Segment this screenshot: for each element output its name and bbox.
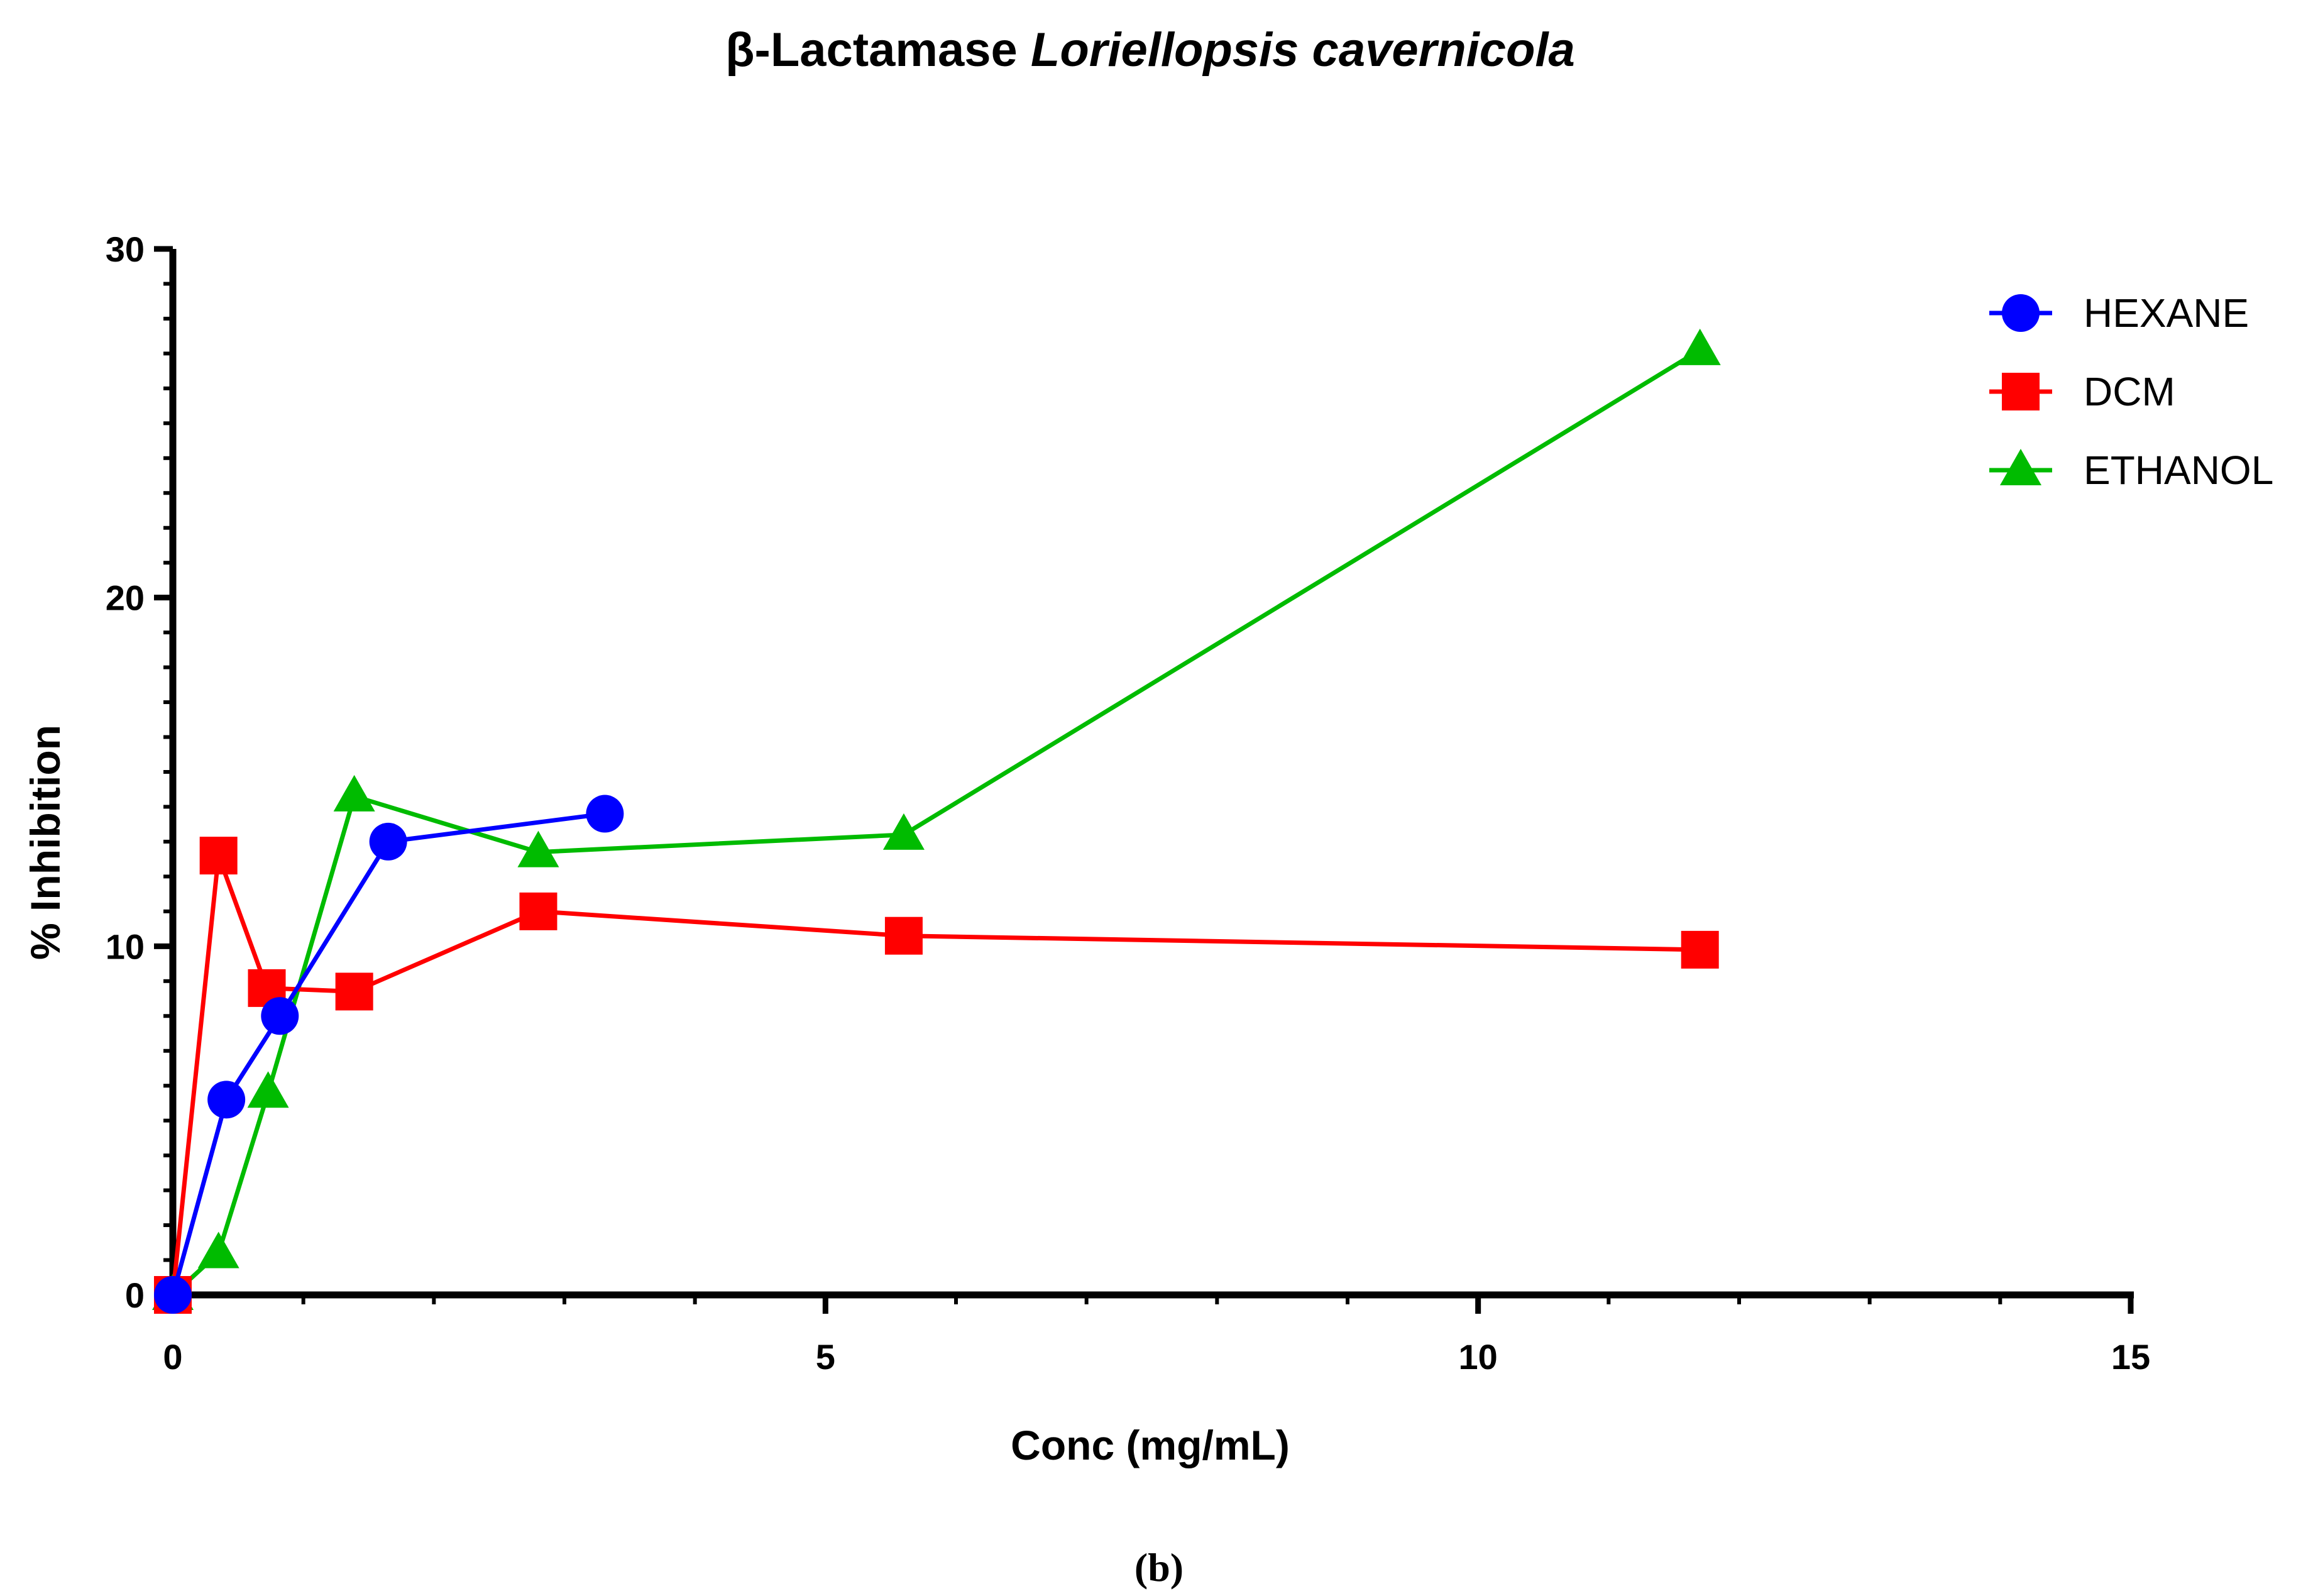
axes (169, 249, 2134, 1299)
hexane-point (261, 997, 299, 1035)
dcm-point (199, 837, 238, 875)
ethanol-line (171, 348, 1701, 1297)
chart-title-italic: Loriellopsis cavernicola (1031, 23, 1575, 77)
series-layer (152, 328, 1721, 1314)
hexane-line (170, 812, 605, 1296)
ethanol-point (197, 1231, 239, 1269)
legend-square-marker (2002, 373, 2040, 410)
series-ethanol (152, 328, 1721, 1310)
x-tick-label: 0 (163, 1337, 182, 1377)
ethanol-point (517, 830, 559, 867)
x-axis-label: Conc (mg/mL) (1011, 1422, 1290, 1468)
x-tick-label: 15 (2111, 1337, 2150, 1377)
figure-caption: (b) (1134, 1545, 1184, 1590)
hexane-point (586, 795, 624, 833)
ethanol-point (333, 774, 375, 812)
y-tick-label: 0 (125, 1275, 145, 1315)
dcm-line (170, 853, 1700, 1296)
y-axis-ticks: 0 10 20 30 (106, 229, 173, 1315)
hexane-point (369, 822, 407, 861)
dcm-point (519, 892, 558, 930)
legend-label: ETHANOL (2084, 448, 2273, 493)
y-tick-label: 10 (106, 927, 145, 966)
legend-label: DCM (2084, 369, 2175, 414)
x-tick-label: 10 (1459, 1337, 1498, 1377)
dcm-point (335, 972, 373, 1011)
y-tick-label: 30 (106, 229, 145, 269)
dcm-point (1681, 930, 1719, 969)
legend-triangle-marker (2000, 449, 2041, 485)
legend-circle-marker (2002, 294, 2040, 332)
chart-title-prefix: β-Lactamase (725, 23, 1031, 77)
hexane-point (207, 1081, 246, 1119)
y-tick-label: 20 (106, 578, 145, 618)
series-hexane (154, 795, 624, 1314)
x-axis-ticks: 0 5 10 15 (163, 1295, 2150, 1377)
ethanol-point (882, 813, 925, 850)
ethanol-point (1679, 328, 1721, 365)
legend: HEXANE DCM ETHANOL (1989, 290, 2273, 493)
legend-label: HEXANE (2084, 290, 2249, 336)
legend-item-hexane: HEXANE (1989, 290, 2249, 336)
hexane-point (154, 1276, 192, 1314)
legend-item-ethanol: ETHANOL (1989, 448, 2273, 493)
chart-title: β-Lactamase Loriellopsis cavernicola (725, 23, 1575, 77)
series-dcm (154, 837, 1719, 1314)
legend-item-dcm: DCM (1989, 369, 2175, 414)
y-axis-label: % Inhibition (22, 725, 69, 960)
x-tick-label: 5 (816, 1337, 835, 1377)
ethanol-point (247, 1071, 289, 1108)
dcm-point (884, 916, 923, 955)
